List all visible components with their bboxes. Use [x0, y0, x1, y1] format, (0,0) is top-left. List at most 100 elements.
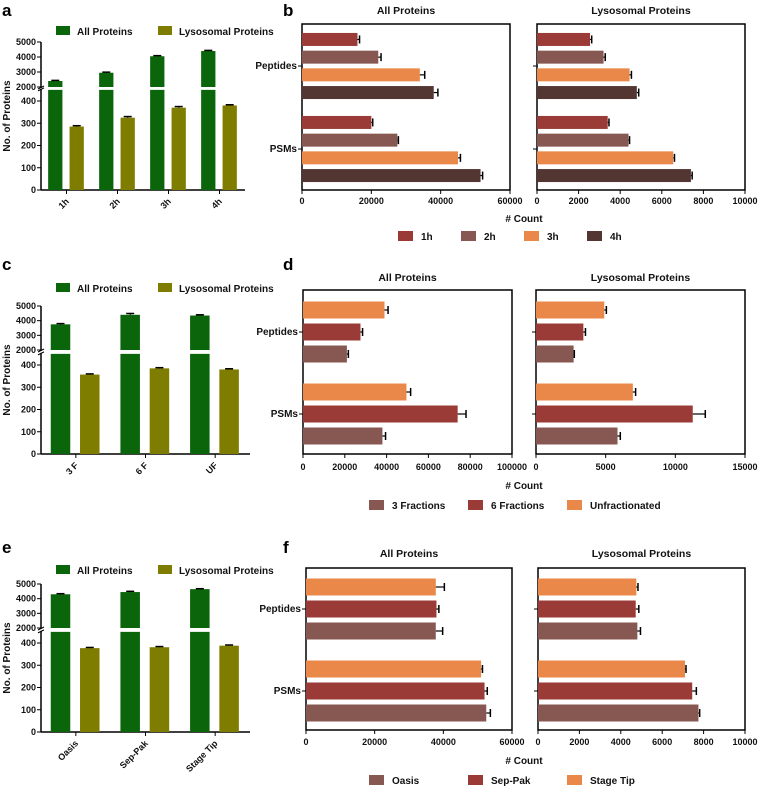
x-tick-label: 8000 — [694, 737, 714, 747]
bar — [219, 645, 239, 732]
y-tick-label: 4000 — [16, 52, 36, 62]
y-axis-label: No. of Proteins — [2, 80, 13, 152]
legend-label: All Proteins — [77, 566, 133, 577]
bar — [538, 578, 637, 596]
legend-swatch — [369, 500, 384, 510]
legend-label: 6 Fractions — [491, 501, 545, 512]
bar — [537, 151, 674, 165]
y-tick-label: 2000 — [16, 623, 36, 633]
bar — [171, 107, 186, 190]
x-tick-label: 10000 — [663, 462, 688, 472]
bar — [536, 323, 584, 341]
subplot-title: All Proteins — [377, 5, 436, 17]
legend-label: Stage Tip — [590, 776, 635, 786]
x-tick-label: 15000 — [732, 462, 757, 472]
plot-frame — [302, 289, 513, 455]
x-tick-label: 0 — [535, 737, 540, 747]
plot-frame — [536, 23, 746, 191]
legend-swatch — [369, 775, 384, 785]
x-tick-label: 6 F — [134, 460, 151, 477]
plot-frame — [537, 567, 746, 731]
bar — [302, 68, 420, 82]
legend-label: Lysosomal Proteins — [179, 27, 274, 38]
x-tick-label: 2000 — [569, 737, 589, 747]
x-tick-label: 0 — [299, 196, 304, 206]
bar — [302, 32, 358, 46]
x-tick-label: 40000 — [428, 196, 453, 206]
x-tick-label: 10000 — [732, 196, 757, 206]
y-tick-label: 200 — [21, 683, 36, 693]
legend-swatch — [587, 231, 602, 241]
legend-label: 4h — [610, 232, 622, 243]
bar — [302, 133, 398, 147]
legend-swatch — [158, 565, 172, 574]
x-tick-label: 3h — [158, 196, 173, 211]
bar — [69, 126, 84, 190]
bar — [99, 72, 114, 87]
bar — [537, 50, 604, 64]
plot-frame — [301, 23, 511, 191]
y-tick-label: 300 — [21, 660, 36, 670]
chart-a: All Proteins Lysosomal Proteins 2000 300 0 40… — [2, 26, 274, 211]
bar — [536, 427, 618, 445]
legend-swatch — [158, 283, 172, 292]
bar — [536, 301, 605, 319]
bar — [120, 314, 140, 350]
x-tick-label: 0 — [533, 462, 538, 472]
legend-label: 1h — [421, 232, 433, 243]
y-tick-label: 300 — [21, 382, 36, 392]
bar — [538, 660, 685, 678]
bar — [302, 50, 379, 64]
category-label: PSMs — [270, 144, 298, 155]
bar — [303, 345, 347, 363]
legend-label: 2h — [484, 232, 496, 243]
bar — [537, 68, 630, 82]
bar — [306, 622, 436, 640]
panel-letter: e — [2, 538, 11, 557]
axis-break-mark — [37, 87, 45, 92]
y-tick-label: 0 — [31, 727, 36, 737]
y-tick-label: 2000 — [16, 82, 36, 92]
legend-label: 3 Fractions — [392, 501, 446, 512]
bar — [302, 169, 481, 183]
y-tick-label: 200 — [21, 141, 36, 151]
bar — [120, 117, 135, 190]
bar — [150, 89, 165, 190]
y-tick-label: 0 — [31, 449, 36, 459]
panel-letter: a — [2, 1, 12, 20]
bar — [120, 353, 140, 454]
legend-label: Unfractionated — [590, 501, 661, 512]
x-tick-label: Oasis — [56, 738, 80, 762]
axis-break-mark — [37, 629, 45, 634]
bar — [190, 631, 210, 732]
bar — [201, 51, 216, 87]
bar — [303, 405, 458, 423]
bar — [537, 32, 591, 46]
legend-label: Lysosomal Proteins — [179, 566, 274, 577]
bar — [538, 622, 638, 640]
y-axis-label: No. of Proteins — [2, 344, 13, 416]
y-axis-label: No. of Proteins — [2, 622, 13, 694]
x-tick-label: Stage Tip — [184, 738, 220, 774]
bar — [120, 592, 140, 628]
x-tick-label: 20000 — [362, 737, 387, 747]
bar — [222, 105, 237, 190]
legend-label: 3h — [547, 232, 559, 243]
bar — [306, 704, 487, 722]
y-tick-label: 0 — [31, 185, 36, 195]
x-tick-label: 60000 — [416, 462, 441, 472]
bar — [303, 427, 383, 445]
legend-label: All Proteins — [77, 27, 133, 38]
x-axis-label: # Count — [505, 214, 543, 225]
legend-swatch — [524, 231, 539, 241]
y-tick-label: 200 — [21, 405, 36, 415]
x-tick-label: 20000 — [359, 196, 384, 206]
bar — [201, 89, 216, 190]
bar — [537, 115, 608, 129]
y-tick-label: 3000 — [16, 608, 36, 618]
bar — [537, 86, 637, 100]
y-tick-label: 300 — [21, 118, 36, 128]
y-tick-label: 100 — [21, 427, 36, 437]
y-tick-label: 4000 — [16, 316, 36, 326]
